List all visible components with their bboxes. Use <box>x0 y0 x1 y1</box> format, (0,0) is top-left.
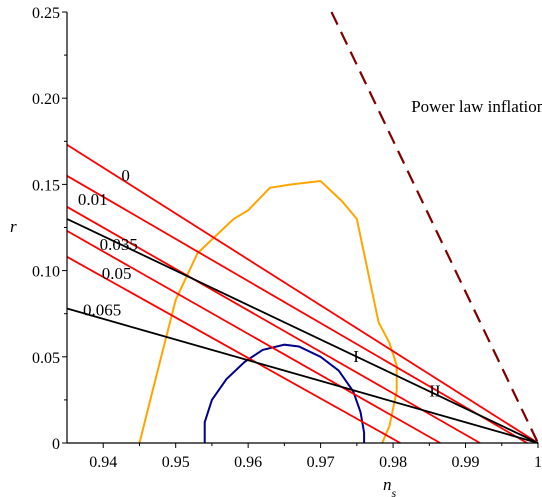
x-tick-label-3: 0.97 <box>307 454 335 471</box>
x-axis-title: ns <box>383 475 397 497</box>
red-line-3 <box>66 230 441 444</box>
black-line-1 <box>66 218 539 444</box>
annotation-5: I <box>353 347 359 366</box>
y-tick-label-2: 0.10 <box>32 264 60 281</box>
annotation-3: 0.05 <box>102 264 132 283</box>
x-tick-label-6: 1 <box>534 454 542 471</box>
x-tick-label-4: 0.98 <box>379 454 407 471</box>
annotation-7: Power law inflation <box>411 97 542 116</box>
red-line-4 <box>66 256 401 444</box>
y-axis-title: r <box>10 217 17 236</box>
x-tick-label-2: 0.96 <box>234 454 262 471</box>
x-axis-title-subscript: s <box>392 486 397 497</box>
axes-layer <box>66 12 538 444</box>
series-layer <box>66 11 539 444</box>
orange-contour <box>138 179 398 444</box>
red-line-2 <box>66 206 481 444</box>
annotation-0: 0 <box>121 166 130 185</box>
black-line-2 <box>66 307 539 444</box>
power-law-line <box>330 11 539 444</box>
red-line-1 <box>66 175 528 444</box>
ticks-layer: 0.94 0.95 0.96 0.97 0.98 0.99 1 0 0.05 0.10 0.15 0.… <box>32 5 542 471</box>
x-tick-label-1: 0.95 <box>162 454 190 471</box>
navy-contour <box>203 343 366 443</box>
y-tick-label-1: 0.05 <box>32 350 60 367</box>
x-tick-label-5: 0.99 <box>452 454 480 471</box>
red-line-0 <box>66 143 539 444</box>
annotation-6: II <box>429 381 441 400</box>
y-tick-label-3: 0.15 <box>32 177 60 194</box>
y-tick-label-4: 0.20 <box>32 91 60 108</box>
x-axis-title-main: n <box>383 475 392 494</box>
annotation-2: 0.035 <box>100 235 138 254</box>
x-tick-label-0: 0.94 <box>89 454 117 471</box>
y-tick-label-0: 0 <box>52 436 60 453</box>
annotation-4: 0.065 <box>83 300 121 319</box>
y-tick-label-5: 0.25 <box>32 5 60 22</box>
annotation-1: 0.01 <box>78 190 108 209</box>
